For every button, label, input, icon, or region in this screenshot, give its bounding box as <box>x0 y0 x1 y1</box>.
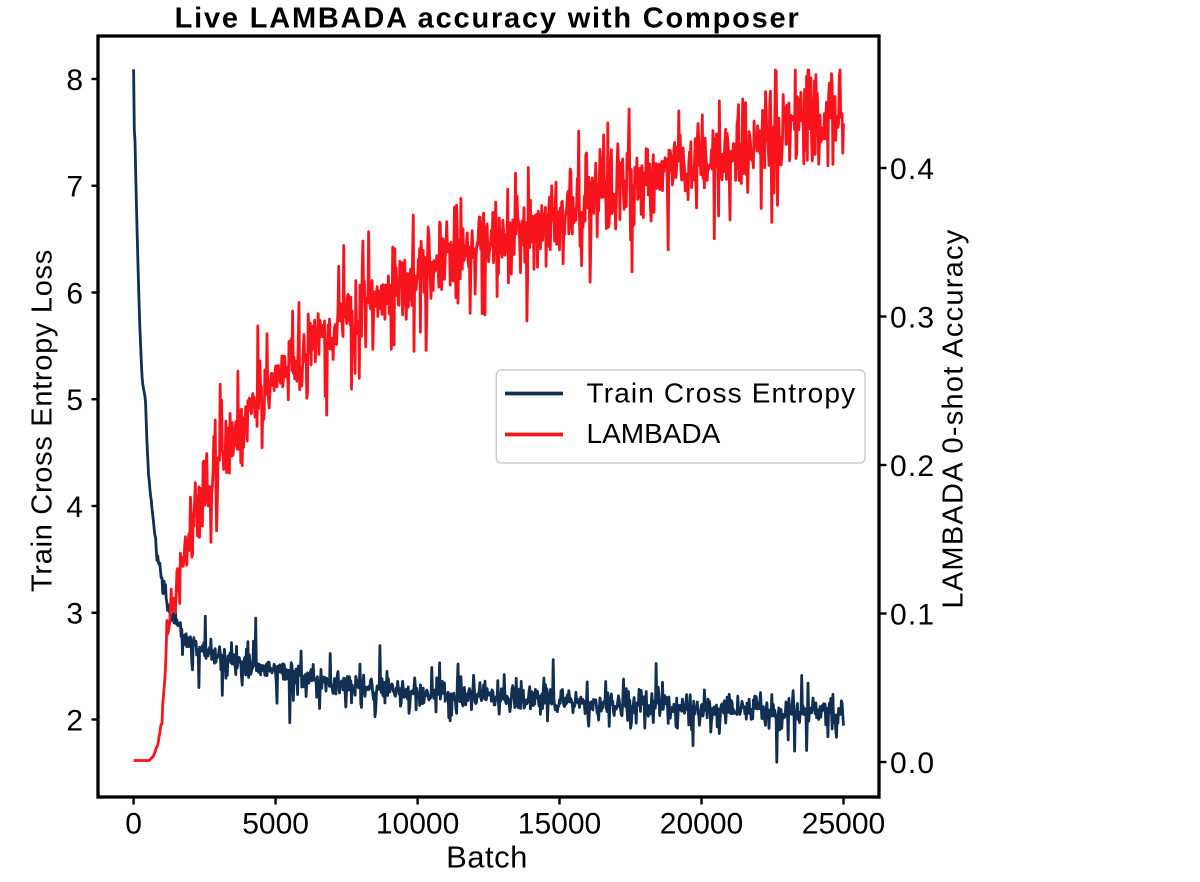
svg-text:5: 5 <box>66 384 83 417</box>
svg-text:0.4: 0.4 <box>890 153 935 186</box>
svg-text:15000: 15000 <box>518 808 601 841</box>
svg-text:LAMBADA 0-shot Accuracy: LAMBADA 0-shot Accuracy <box>938 228 970 608</box>
svg-text:20000: 20000 <box>660 808 743 841</box>
svg-text:Batch: Batch <box>446 840 528 875</box>
svg-text:LAMBADA: LAMBADA <box>587 418 721 449</box>
svg-text:8: 8 <box>66 64 83 97</box>
svg-text:4: 4 <box>66 491 83 524</box>
svg-text:Train Cross Entropy Loss: Train Cross Entropy Loss <box>27 249 59 592</box>
svg-text:5000: 5000 <box>242 808 309 841</box>
svg-text:7: 7 <box>66 171 83 204</box>
svg-text:0.0: 0.0 <box>890 747 935 780</box>
svg-text:3: 3 <box>66 598 83 631</box>
svg-text:25000: 25000 <box>802 808 885 841</box>
svg-text:0.1: 0.1 <box>890 598 935 631</box>
svg-text:10000: 10000 <box>376 808 459 841</box>
svg-text:Live LAMBADA accuracy with Com: Live LAMBADA accuracy with Composer <box>175 3 801 35</box>
svg-text:0.3: 0.3 <box>890 301 935 334</box>
svg-text:Train Cross Entropy: Train Cross Entropy <box>587 378 857 409</box>
svg-text:0: 0 <box>125 808 142 841</box>
svg-text:0.2: 0.2 <box>890 450 935 483</box>
svg-text:2: 2 <box>66 704 83 737</box>
svg-text:6: 6 <box>66 277 83 310</box>
